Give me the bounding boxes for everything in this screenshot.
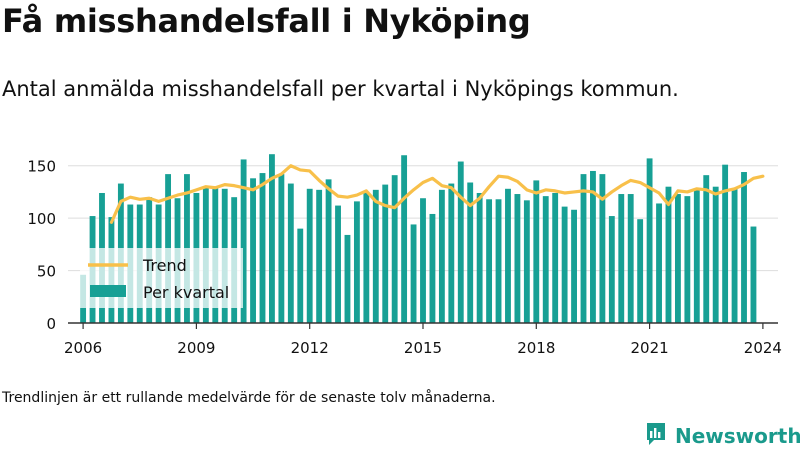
newsworthy-logo-icon bbox=[645, 421, 667, 451]
bar bbox=[608, 216, 615, 323]
bar bbox=[467, 182, 474, 323]
bar bbox=[665, 186, 672, 323]
bar bbox=[250, 178, 256, 323]
bar bbox=[646, 158, 653, 323]
chart: 0 50 100 150 2006 2009 2012 2015 2018 2021 2024 Tr… bbox=[27, 154, 782, 357]
bar bbox=[533, 180, 540, 323]
bar bbox=[410, 224, 417, 323]
legend-background bbox=[80, 248, 243, 308]
bar bbox=[316, 189, 323, 323]
bar bbox=[703, 175, 710, 323]
bar bbox=[429, 213, 436, 323]
x-tick-label: 2021 bbox=[631, 339, 669, 357]
x-tick-label: 2012 bbox=[291, 339, 329, 357]
y-tick-label: 150 bbox=[27, 158, 56, 176]
bar bbox=[391, 175, 398, 323]
legend-bars-label: Per kvartal bbox=[143, 283, 229, 302]
y-tick-label: 100 bbox=[27, 210, 56, 228]
bar bbox=[363, 191, 370, 323]
bar bbox=[382, 184, 389, 323]
brand-logo[interactable]: Newsworthy bbox=[645, 421, 800, 451]
bar bbox=[693, 189, 700, 323]
bar bbox=[306, 188, 313, 323]
legend-bars-swatch bbox=[90, 285, 126, 297]
y-tick-label: 50 bbox=[37, 263, 56, 281]
bar bbox=[438, 189, 445, 323]
bar bbox=[722, 164, 729, 323]
legend: Trend Per kvartal bbox=[80, 248, 243, 308]
bar bbox=[486, 199, 493, 323]
bar bbox=[372, 189, 379, 323]
bar bbox=[712, 186, 719, 323]
axes: 0 50 100 150 2006 2009 2012 2015 2018 2021 2024 bbox=[27, 158, 782, 357]
bar bbox=[674, 194, 681, 323]
bar bbox=[731, 188, 738, 323]
bar bbox=[505, 188, 511, 323]
bar bbox=[420, 198, 426, 323]
bar bbox=[599, 174, 606, 323]
bar bbox=[401, 155, 408, 323]
legend-trend-label: Trend bbox=[142, 256, 187, 275]
bar bbox=[741, 172, 747, 323]
bar bbox=[495, 199, 502, 323]
bar bbox=[259, 173, 266, 323]
bar bbox=[335, 205, 341, 323]
bar bbox=[580, 174, 587, 323]
bar bbox=[684, 196, 691, 323]
bar bbox=[750, 226, 757, 323]
trend-series bbox=[109, 164, 765, 224]
bar bbox=[590, 170, 596, 323]
x-tick-label: 2009 bbox=[177, 339, 215, 357]
x-tick-label: 2006 bbox=[64, 339, 102, 357]
x-tick-label: 2018 bbox=[517, 339, 555, 357]
bar bbox=[523, 200, 530, 323]
bar bbox=[627, 194, 634, 323]
bar bbox=[561, 206, 568, 323]
bar bbox=[542, 196, 549, 323]
x-tick-label: 2015 bbox=[404, 339, 442, 357]
brand-name: Newsworthy bbox=[675, 424, 800, 448]
bar bbox=[448, 183, 455, 323]
bar bbox=[344, 234, 351, 323]
page-subtitle: Antal anmälda misshandelsfall per kvarta… bbox=[2, 77, 679, 101]
bar bbox=[476, 192, 483, 323]
bar bbox=[287, 183, 294, 323]
bar bbox=[353, 201, 360, 323]
bar bbox=[656, 203, 662, 323]
page-title: Få misshandelsfall i Nyköping bbox=[2, 2, 531, 40]
bar bbox=[571, 209, 577, 323]
bar bbox=[297, 228, 304, 323]
bar bbox=[637, 219, 644, 323]
bar bbox=[269, 154, 275, 323]
bar bbox=[278, 174, 285, 323]
bar bbox=[618, 194, 625, 323]
bar bbox=[240, 159, 247, 323]
x-tick-label: 2024 bbox=[744, 339, 782, 357]
footnote: Trendlinjen är ett rullande medelvärde f… bbox=[2, 390, 496, 406]
trend-line bbox=[109, 164, 765, 224]
bar bbox=[514, 194, 521, 323]
bar bbox=[552, 192, 559, 323]
bar bbox=[457, 161, 464, 323]
bar bbox=[325, 179, 332, 323]
y-tick-label: 0 bbox=[46, 315, 56, 333]
